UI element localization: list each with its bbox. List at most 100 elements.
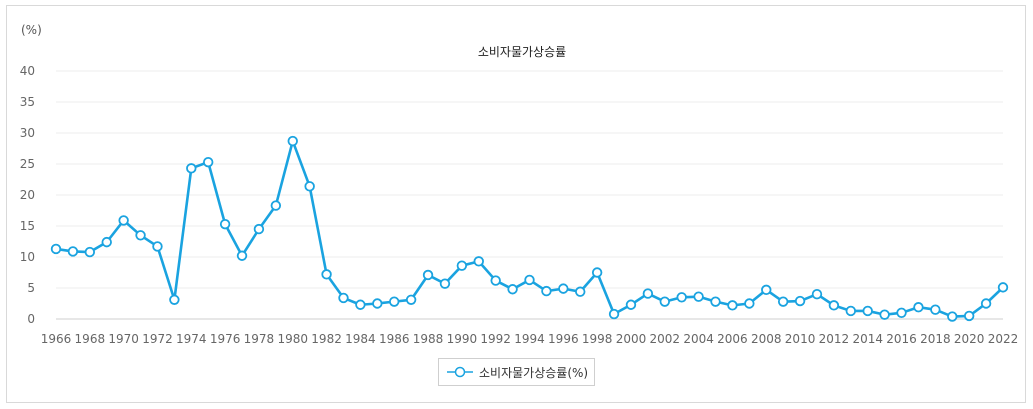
data-point (828, 300, 840, 311)
data-point (50, 243, 62, 255)
data-point (744, 298, 755, 309)
y-tick-label: 40 (20, 64, 35, 78)
data-point (777, 296, 789, 307)
x-tick-label: 1980 (277, 332, 308, 346)
y-tick-label: 20 (20, 188, 35, 202)
x-tick-label: 1968 (75, 332, 106, 346)
data-point (541, 285, 552, 297)
x-tick-label: 1970 (108, 332, 139, 346)
x-tick-label: 2012 (819, 332, 850, 346)
chart-title: 소비자물가상승률 (478, 45, 566, 59)
legend-marker-icon (447, 366, 473, 378)
y-tick-label: 25 (20, 157, 35, 171)
data-point (186, 163, 197, 174)
data-point (152, 241, 163, 252)
data-point (236, 250, 248, 261)
data-point (862, 305, 873, 317)
data-point (490, 275, 501, 286)
data-point (338, 292, 349, 304)
data-point (372, 298, 383, 309)
x-tick-label: 1972 (142, 332, 173, 346)
data-point (575, 286, 586, 297)
x-tick-label: 2002 (650, 332, 681, 346)
data-point (727, 300, 738, 311)
data-point (642, 288, 654, 299)
data-point (118, 215, 129, 226)
data-point (389, 296, 400, 307)
x-tick-label: 1974 (176, 332, 207, 346)
x-tick-label: 1982 (311, 332, 342, 346)
x-tick-label: 1990 (447, 332, 478, 346)
x-axis-ticks: 1966 1968 1970 1972 1974 1976 1978 1980 1982 1984… (41, 332, 1019, 346)
data-point (422, 269, 434, 281)
data-point (693, 291, 704, 302)
x-tick-label: 2004 (683, 332, 714, 346)
data-point (558, 283, 569, 294)
series-line (55, 139, 1004, 318)
y-tick-label: 15 (20, 219, 35, 233)
y-unit-label: (%) (21, 23, 42, 37)
data-point (304, 181, 315, 192)
y-tick-label: 30 (20, 126, 35, 140)
x-tick-label: 2010 (785, 332, 816, 346)
y-axis-ticks: 0 5 10 15 20 25 30 35 40 (20, 64, 35, 326)
data-point (659, 296, 670, 307)
x-tick-label: 2014 (852, 332, 883, 346)
x-tick-label: 1978 (244, 332, 275, 346)
data-point (169, 294, 180, 305)
data-point (997, 282, 1009, 293)
x-tick-label: 2018 (920, 332, 951, 346)
data-point (253, 223, 265, 235)
x-tick-label: 2020 (954, 332, 985, 346)
data-point (608, 308, 620, 320)
x-tick-label: 1966 (41, 332, 72, 346)
x-tick-label: 1976 (210, 332, 241, 346)
data-point (135, 230, 146, 241)
data-point (794, 295, 806, 307)
data-point (845, 305, 857, 317)
data-point (270, 200, 282, 211)
data-point (219, 218, 231, 230)
legend[interactable]: 소비자물가상승률(%) (438, 358, 595, 386)
y-tick-label: 0 (27, 312, 35, 326)
data-point (101, 236, 112, 248)
data-point (963, 310, 975, 322)
data-point (287, 135, 298, 147)
data-point (811, 289, 823, 300)
data-point (202, 156, 214, 168)
data-point (896, 307, 907, 319)
data-point (456, 260, 468, 271)
data-point (980, 298, 992, 309)
x-tick-label: 1992 (480, 332, 511, 346)
data-point (913, 302, 924, 313)
y-tick-label: 10 (20, 250, 35, 264)
x-tick-label: 1988 (413, 332, 444, 346)
x-tick-label: 2022 (988, 332, 1019, 346)
data-point (439, 278, 451, 289)
data-point (524, 274, 535, 286)
legend-label: 소비자물가상승률(%) (479, 365, 589, 380)
data-point (710, 296, 721, 307)
data-point (321, 269, 332, 280)
gridlines (56, 70, 1003, 320)
x-tick-label: 1986 (379, 332, 410, 346)
data-point (84, 246, 96, 258)
data-point (507, 284, 518, 295)
x-tick-label: 2016 (886, 332, 917, 346)
x-tick-label: 1984 (345, 332, 376, 346)
x-tick-label: 2000 (616, 332, 647, 346)
y-tick-label: 35 (20, 95, 35, 109)
data-point (676, 292, 687, 303)
data-point (67, 246, 79, 257)
data-point (355, 299, 366, 310)
data-point (761, 284, 772, 296)
y-tick-label: 5 (27, 281, 35, 295)
x-tick-label: 2006 (717, 332, 748, 346)
data-point (625, 299, 637, 310)
series-points (50, 135, 1009, 322)
data-point (405, 294, 417, 305)
data-point (947, 311, 958, 322)
x-tick-label: 1998 (582, 332, 613, 346)
data-point (591, 267, 603, 278)
